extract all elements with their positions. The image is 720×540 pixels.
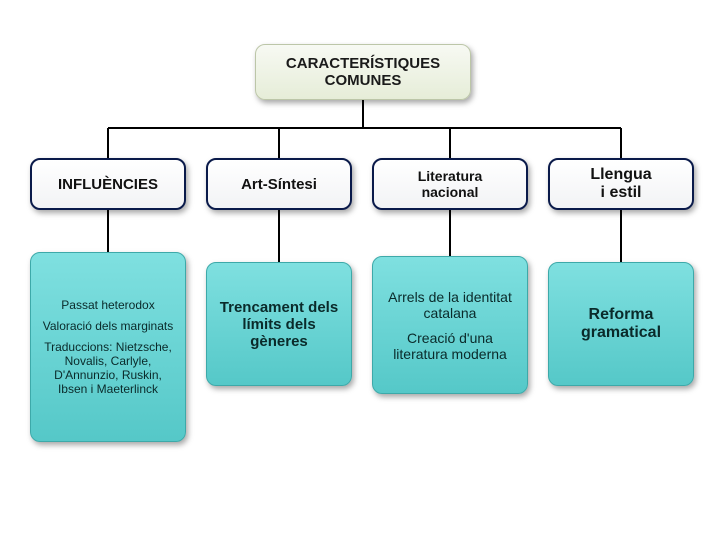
category-label-line1: Literatura: [418, 168, 483, 184]
category-art-sintesi: Art-Síntesi: [206, 158, 352, 210]
leaf-text: Traduccions: Nietzsche, Novalis, Carlyle…: [39, 340, 177, 396]
category-influencies: INFLUÈNCIES: [30, 158, 186, 210]
leaf-art-sintesi: Trencament dels límits dels gèneres: [206, 262, 352, 386]
root-node: CARACTERÍSTIQUES COMUNES: [255, 44, 471, 100]
leaf-text: Passat heterodox: [61, 298, 154, 312]
leaf-text: Valoració dels marginats: [43, 319, 174, 333]
leaf-text: Trencament dels límits dels gèneres: [217, 299, 341, 350]
leaf-text: Arrels de la identitat catalana: [383, 289, 517, 321]
leaf-llengua-i-estil: Reforma gramatical: [548, 262, 694, 386]
category-literatura-nacional: Literatura nacional: [372, 158, 528, 210]
category-label: Art-Síntesi: [241, 176, 317, 193]
category-label-line1: Llengua: [590, 166, 651, 184]
category-label-line2: i estil: [601, 184, 642, 202]
leaf-literatura-nacional: Arrels de la identitat catalana Creació …: [372, 256, 528, 394]
category-label: INFLUÈNCIES: [58, 176, 158, 193]
leaf-text: Reforma gramatical: [559, 306, 683, 342]
category-label-line2: nacional: [422, 184, 479, 200]
category-llengua-i-estil: Llengua i estil: [548, 158, 694, 210]
diagram-canvas: CARACTERÍSTIQUES COMUNES INFLUÈNCIES Pas…: [0, 0, 720, 540]
root-label-line2: COMUNES: [325, 72, 402, 89]
root-label-line1: CARACTERÍSTIQUES: [286, 55, 440, 72]
leaf-text: Creació d'una literatura moderna: [383, 330, 517, 362]
leaf-influencies: Passat heterodox Valoració dels marginat…: [30, 252, 186, 442]
